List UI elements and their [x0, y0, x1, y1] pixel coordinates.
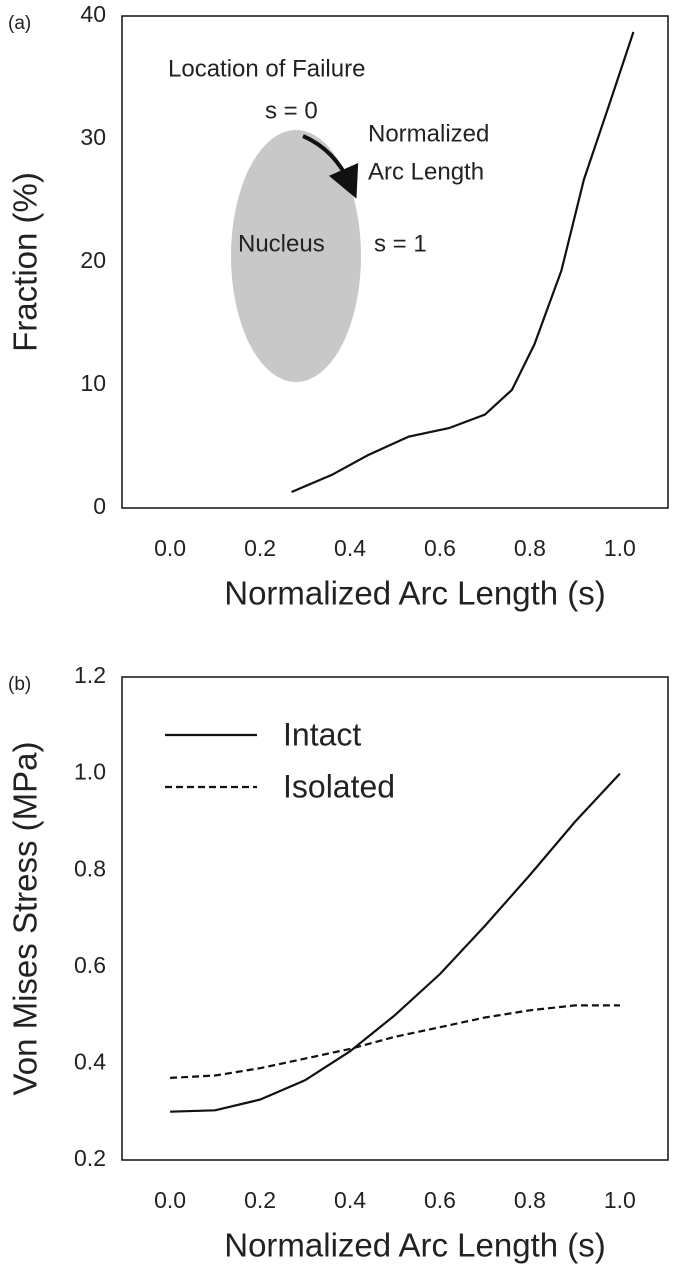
x-tick-label: 0.6 — [424, 1187, 456, 1213]
annotation: s = 1 — [374, 230, 427, 257]
annotation: Normalized — [368, 120, 489, 147]
panel-label: (a) — [8, 13, 31, 34]
x-tick-label: 1.0 — [604, 1187, 636, 1213]
y-tick-label: 20 — [80, 247, 106, 273]
x-axis-label: Normalized Arc Length (s) — [224, 575, 605, 612]
legend-label: Intact — [283, 716, 361, 752]
x-tick-label: 0.0 — [154, 1187, 186, 1213]
y-axis-label: Von Mises Stress (MPa) — [7, 742, 44, 1096]
x-tick-label: 0.4 — [334, 535, 366, 561]
y-tick-label: 0.6 — [74, 952, 106, 978]
y-tick-label: 0 — [93, 493, 106, 519]
y-axis-label: Fraction (%) — [7, 172, 44, 352]
x-tick-label: 0.8 — [514, 1187, 546, 1213]
x-tick-label: 0.2 — [244, 1187, 276, 1213]
plot-frame — [121, 676, 669, 1161]
y-tick-label: 10 — [80, 370, 106, 396]
x-tick-label: 1.0 — [604, 535, 636, 561]
annotation: Arc Length — [368, 158, 484, 185]
y-tick-label: 0.2 — [74, 1145, 106, 1171]
legend-label: Isolated — [283, 768, 395, 804]
x-tick-label: 0.2 — [244, 535, 276, 561]
panel-label: (b) — [8, 674, 31, 695]
x-tick-label: 0.8 — [514, 535, 546, 561]
y-tick-label: 40 — [80, 1, 106, 27]
annotation: Location of Failure — [168, 55, 365, 82]
data-line — [170, 772, 621, 1113]
data-line — [291, 31, 635, 494]
nucleus-shape — [231, 130, 361, 382]
y-tick-label: 30 — [80, 124, 106, 150]
annotation: s = 0 — [265, 97, 318, 124]
arc-arrow — [302, 134, 359, 199]
y-tick-label: 1.0 — [74, 759, 106, 785]
x-tick-label: 0.4 — [334, 1187, 366, 1213]
y-tick-label: 0.4 — [74, 1048, 106, 1074]
x-axis-label: Normalized Arc Length (s) — [224, 1227, 605, 1264]
plot-frame — [121, 15, 669, 509]
x-tick-label: 0.0 — [154, 535, 186, 561]
y-tick-label: 1.2 — [74, 662, 106, 688]
annotation: Nucleus — [238, 230, 325, 257]
y-tick-label: 0.8 — [74, 855, 106, 881]
x-tick-label: 0.6 — [424, 535, 456, 561]
